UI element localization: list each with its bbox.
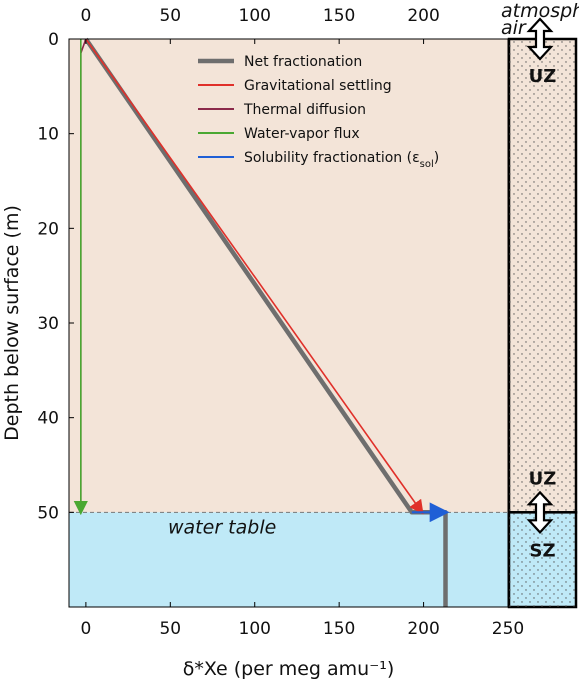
water-table-label: water table <box>168 516 276 538</box>
y-tick-label: 40 <box>37 409 59 429</box>
uz-bottom-label: UZ <box>529 468 557 489</box>
x-top-tick-label: 150 <box>323 6 355 26</box>
x-top-tick-label: 100 <box>239 6 271 26</box>
x-top-tick-label: 0 <box>80 6 91 26</box>
exchange-arrow-water-table-icon <box>526 490 554 534</box>
y-tick-label: 20 <box>37 219 59 239</box>
atmospheric-air-label-line2: air <box>501 17 527 39</box>
saturated-zone-background <box>69 512 508 607</box>
unsaturated-column-texture <box>509 39 576 513</box>
legend-label-net: Net fractionation <box>244 54 362 70</box>
x-tick-label: 250 <box>492 619 524 639</box>
ticks-layer: 0 50 100 150 200 250 0 50 100 150 200 0 10 20 30 40 50 <box>37 6 524 639</box>
x-tick-label: 200 <box>407 619 439 639</box>
double-arrow-shape <box>526 17 554 61</box>
y-axis-title: Depth below surface (m) <box>1 205 23 441</box>
y-tick-label: 50 <box>37 503 59 523</box>
x-tick-label: 0 <box>80 619 91 639</box>
x-axis-title: δ*Xe (per meg amu⁻¹) <box>183 658 395 680</box>
legend-label-thermal: Thermal diffusion <box>243 102 366 118</box>
y-tick-label: 10 <box>37 125 59 145</box>
legend-label-gravitational: Gravitational settling <box>244 78 392 94</box>
x-tick-label: 150 <box>323 619 355 639</box>
x-tick-label: 100 <box>239 619 271 639</box>
exchange-arrow-top-icon <box>526 17 554 61</box>
sz-label: SZ <box>529 540 555 561</box>
y-tick-label: 30 <box>37 314 59 334</box>
uz-top-label: UZ <box>529 66 557 87</box>
legend: Net fractionation Gravitational settling T… <box>198 54 439 170</box>
atmospheric-air-label-line1: atmospheric <box>501 0 579 22</box>
x-top-tick-label: 50 <box>159 6 181 26</box>
legend-label-water-vapor: Water-vapor flux <box>244 126 360 142</box>
legend-label-solubility: Solubility fractionation (εsol) <box>244 150 439 170</box>
double-arrow-shape <box>526 490 554 534</box>
x-tick-label: 50 <box>159 619 181 639</box>
series-layer <box>73 37 450 607</box>
y-tick-label: 0 <box>48 30 59 50</box>
series-line-gravitational <box>85 38 424 515</box>
x-top-tick-label: 200 <box>407 6 439 26</box>
